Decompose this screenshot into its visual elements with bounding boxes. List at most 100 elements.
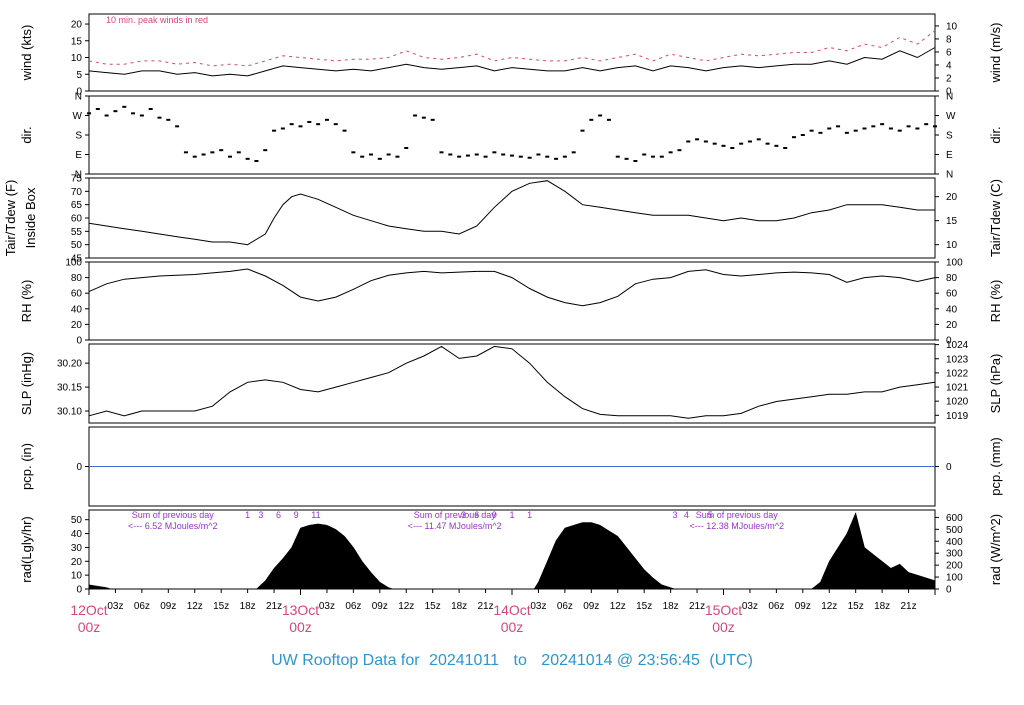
direction-point <box>924 123 929 126</box>
radiation-hour-mark: 9 <box>294 510 299 520</box>
direction-point <box>606 118 611 121</box>
humidity-frame <box>88 261 936 341</box>
wind-right-tick-label: 6 <box>946 47 952 58</box>
humidity-right-tick-label: 60 <box>946 289 958 300</box>
direction-point <box>756 138 761 141</box>
direction-point <box>342 129 347 132</box>
direction-point <box>527 156 532 159</box>
direction-point <box>739 142 744 145</box>
direction-point <box>492 151 497 154</box>
direction-point <box>783 147 788 149</box>
day-date-label: 13Oct <box>282 602 319 618</box>
direction-point <box>677 149 682 152</box>
hour-tick-label: 21z <box>901 601 917 612</box>
direction-point <box>518 155 523 158</box>
wind-right-tick-label: 8 <box>946 34 952 45</box>
hour-tick-label: 15z <box>213 601 229 612</box>
humidity-right-title: RH (%) <box>988 280 1003 323</box>
direction-point <box>774 144 779 147</box>
wind-right-tick-label: 0 <box>946 87 952 98</box>
direction-point <box>888 127 893 130</box>
footer-prefix: UW Rooftop Data for <box>271 652 420 669</box>
humidity-left-tick-label: 40 <box>71 304 83 315</box>
pressure-frame <box>88 343 936 424</box>
temperature-left-tick-label: 65 <box>71 200 83 211</box>
panel-wind: 0 5 10 15 20 0 2 4 6 8 10 wind (kts) wind (m/s) 10 mi… <box>19 13 1003 98</box>
radiation-hour-mark: 1 <box>316 510 321 520</box>
radiation-hour-mark: 1 <box>527 510 532 520</box>
direction-point <box>862 127 867 130</box>
day-time-label: 00z <box>78 619 101 635</box>
direction-point <box>659 155 664 158</box>
direction-point <box>853 129 858 132</box>
humidity-left-tick-label: 0 <box>76 336 82 347</box>
panel-pressure: 30.10 30.15 30.20 1019 1020 1021 1022 1023 1024 S… <box>19 340 1003 424</box>
hour-tick-label: 12z <box>187 601 203 612</box>
humidity-left-tick-label: 100 <box>65 258 82 269</box>
radiation-left-title: rad(Lgly/hr) <box>19 516 34 582</box>
direction-point <box>933 125 937 128</box>
direction-point <box>148 108 153 110</box>
temperature-right-tick-label: 15 <box>946 216 958 227</box>
radiation-left-tick-label: 0 <box>76 585 82 596</box>
radiation-right-tick-label: 0 <box>946 585 952 596</box>
panel-humidity: 0 20 40 60 80 100 0 20 40 60 80 100 RH (%) RH (%) <box>19 258 1003 347</box>
direction-point <box>642 153 647 156</box>
direction-point <box>351 151 356 154</box>
direction-point <box>686 140 691 143</box>
direction-point <box>571 151 576 154</box>
hour-tick-label: 06z <box>768 601 784 612</box>
direction-point <box>624 157 629 160</box>
hour-tick-label: 21z <box>478 601 494 612</box>
direction-left-tick-label: N <box>75 92 82 103</box>
direction-point <box>897 129 902 132</box>
radiation-hour-mark: 1 <box>311 510 316 520</box>
direction-point <box>712 142 717 145</box>
direction-point <box>280 127 285 130</box>
direction-right-tick-label: W <box>946 111 956 122</box>
direction-point <box>465 154 470 157</box>
direction-point <box>589 118 594 121</box>
direction-point <box>871 125 876 128</box>
direction-point <box>439 151 444 154</box>
direction-point <box>333 123 338 126</box>
radiation-area <box>88 512 936 590</box>
hour-tick-label: 03z <box>319 601 335 612</box>
pressure-right-tick-label: 1021 <box>946 383 969 394</box>
radiation-right-tick-label: 100 <box>946 573 963 584</box>
pressure-left-tick-label: 30.20 <box>57 359 82 370</box>
hour-tick-label: 15z <box>636 601 652 612</box>
direction-point <box>721 144 726 147</box>
direction-point <box>501 153 506 156</box>
humidity-left-tick-label: 20 <box>71 320 83 331</box>
hour-tick-label: 12z <box>610 601 626 612</box>
radiation-annotation-line2: <--- 12.38 MJoules/m^2 <box>689 521 784 531</box>
direction-left-tick-label: S <box>75 131 82 142</box>
hour-tick-label: 03z <box>107 601 123 612</box>
panel-precipitation: 0 0 pcp. (in) pcp. (mm) <box>19 426 1003 507</box>
direction-point <box>413 114 418 117</box>
direction-point <box>386 153 391 156</box>
direction-point <box>210 151 215 154</box>
footer-from: 20241011 <box>429 652 499 669</box>
radiation-annotation-line2: <--- 6.52 MJoules/m^2 <box>128 521 218 531</box>
direction-point <box>536 153 541 156</box>
direction-point <box>175 125 180 128</box>
direction-point <box>395 155 400 158</box>
radiation-left-tick-label: 30 <box>71 543 83 554</box>
humidity-right-tick-label: 0 <box>946 336 952 347</box>
hour-tick-label: 09z <box>583 601 599 612</box>
temperature-left-tick-label: 60 <box>71 214 83 225</box>
temperature-left-tick-label: 75 <box>71 174 83 185</box>
direction-point <box>844 131 849 134</box>
direction-frame <box>88 95 936 175</box>
direction-right-title: dir. <box>988 126 1003 143</box>
radiation-hour-mark: 3 <box>258 510 263 520</box>
wind-right-tick-label: 4 <box>946 60 952 71</box>
direction-point <box>836 125 841 128</box>
hour-tick-label: 12z <box>398 601 414 612</box>
radiation-hour-mark: 5 <box>708 510 713 520</box>
direction-point <box>122 105 127 108</box>
direction-point <box>404 147 409 149</box>
